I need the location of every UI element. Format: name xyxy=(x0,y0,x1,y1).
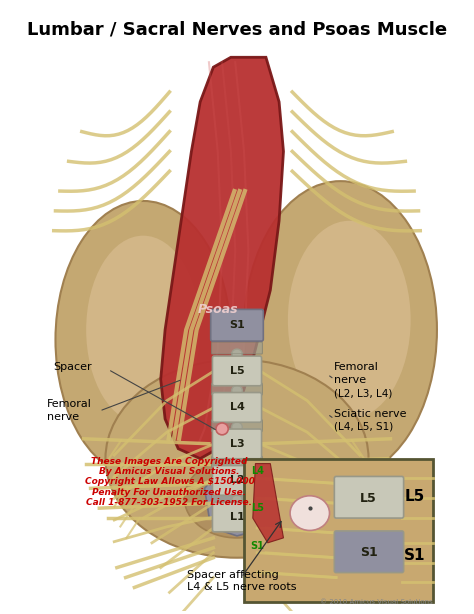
Text: S1: S1 xyxy=(229,321,245,330)
Text: Psoas: Psoas xyxy=(197,303,238,316)
Text: nerve: nerve xyxy=(334,375,366,386)
Text: Lumbar / Sacral Nerves and Psoas Muscle: Lumbar / Sacral Nerves and Psoas Muscle xyxy=(27,21,447,39)
FancyBboxPatch shape xyxy=(212,465,262,495)
FancyBboxPatch shape xyxy=(212,502,262,532)
Polygon shape xyxy=(253,464,283,543)
FancyBboxPatch shape xyxy=(212,392,262,422)
Polygon shape xyxy=(205,464,275,536)
Text: L5: L5 xyxy=(251,503,264,513)
FancyBboxPatch shape xyxy=(244,459,433,602)
FancyBboxPatch shape xyxy=(334,531,404,573)
Text: L1: L1 xyxy=(229,512,245,522)
Text: Femoral: Femoral xyxy=(47,399,91,409)
Text: L5: L5 xyxy=(360,492,377,505)
Ellipse shape xyxy=(232,459,242,468)
FancyBboxPatch shape xyxy=(334,476,404,518)
Ellipse shape xyxy=(232,422,242,432)
Polygon shape xyxy=(161,57,283,459)
Text: L3: L3 xyxy=(230,439,244,449)
Text: These Images Are Copyrighted
By Amicus Visual Solutions.
Copyright Law Allows A : These Images Are Copyrighted By Amicus V… xyxy=(84,457,255,507)
FancyBboxPatch shape xyxy=(210,309,264,341)
Ellipse shape xyxy=(232,349,242,359)
Text: S1: S1 xyxy=(404,548,426,563)
Text: L4: L4 xyxy=(251,465,264,475)
Text: L5: L5 xyxy=(405,489,425,503)
FancyBboxPatch shape xyxy=(212,356,262,386)
FancyBboxPatch shape xyxy=(211,342,263,354)
FancyBboxPatch shape xyxy=(211,456,263,468)
Text: Spacer: Spacer xyxy=(54,362,92,373)
Text: Spacer affecting: Spacer affecting xyxy=(187,570,279,580)
Text: L2: L2 xyxy=(229,475,245,486)
Text: nerve: nerve xyxy=(47,412,79,422)
Ellipse shape xyxy=(232,386,242,395)
Text: (L2, L3, L4): (L2, L3, L4) xyxy=(334,388,393,398)
Ellipse shape xyxy=(184,459,290,538)
Ellipse shape xyxy=(290,495,329,530)
Text: S1: S1 xyxy=(360,546,377,559)
Ellipse shape xyxy=(55,201,231,478)
Text: © 2010 Amicus Visual Solutions: © 2010 Amicus Visual Solutions xyxy=(320,599,433,605)
Ellipse shape xyxy=(232,495,242,505)
Ellipse shape xyxy=(86,236,200,424)
Ellipse shape xyxy=(288,221,410,419)
Ellipse shape xyxy=(216,423,228,435)
Ellipse shape xyxy=(105,360,369,558)
FancyBboxPatch shape xyxy=(211,492,263,505)
Text: (L4, L5, S1): (L4, L5, S1) xyxy=(334,422,393,432)
Ellipse shape xyxy=(244,181,437,478)
Text: Femoral: Femoral xyxy=(334,362,379,373)
Text: S1: S1 xyxy=(250,541,264,551)
FancyBboxPatch shape xyxy=(212,429,262,459)
FancyBboxPatch shape xyxy=(211,383,263,395)
Text: L5: L5 xyxy=(230,366,244,376)
Text: L4: L4 xyxy=(229,402,245,413)
Text: L4 & L5 nerve roots: L4 & L5 nerve roots xyxy=(187,583,297,593)
Text: Sciatic nerve: Sciatic nerve xyxy=(334,409,407,419)
FancyBboxPatch shape xyxy=(211,420,263,432)
